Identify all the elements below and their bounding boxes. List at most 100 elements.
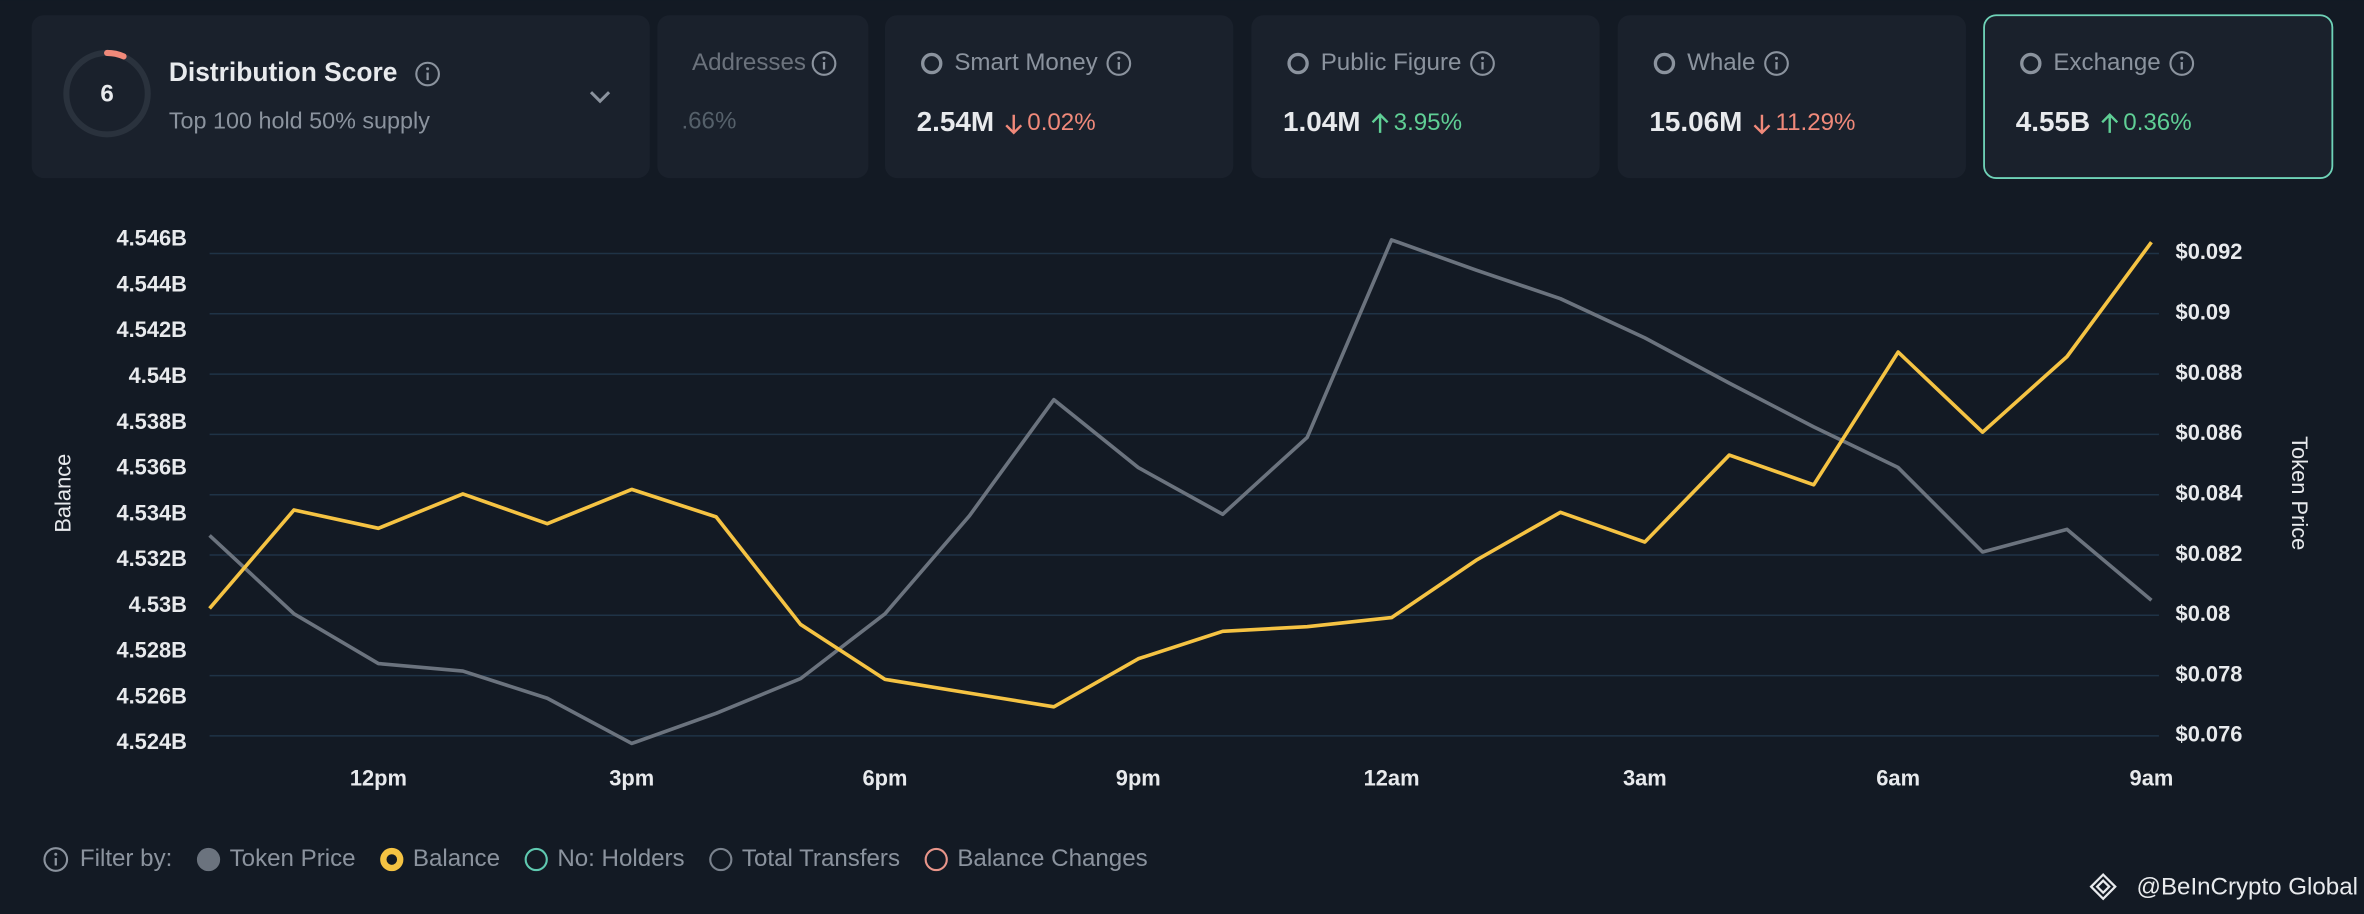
filter-label: Filter by: bbox=[80, 845, 172, 872]
info-icon-dot bbox=[54, 852, 58, 856]
x-tick-label: 6pm bbox=[863, 765, 908, 790]
card-value: 1.04M bbox=[1283, 106, 1360, 137]
stat-card[interactable] bbox=[884, 15, 1234, 179]
watermark: @BeInCrypto Global bbox=[2136, 874, 2357, 901]
card-icon bbox=[1287, 52, 1309, 75]
card-label: Addresses bbox=[692, 49, 806, 76]
info-icon bbox=[811, 51, 837, 76]
legend-swatch bbox=[709, 847, 733, 872]
card-value: 4.55B bbox=[2016, 106, 2090, 137]
info-icon-dot bbox=[426, 67, 430, 71]
stat-card[interactable] bbox=[657, 15, 869, 179]
info-icon bbox=[1470, 51, 1495, 76]
x-tick-label: 12pm bbox=[350, 765, 407, 790]
stat-card[interactable] bbox=[1617, 15, 1966, 179]
info-icon bbox=[43, 847, 69, 872]
score-title: Distribution Score bbox=[169, 57, 398, 87]
score-value: 6 bbox=[100, 81, 113, 108]
legend-label: Balance Changes bbox=[957, 845, 1147, 872]
y2-tick-label: $0.078 bbox=[2176, 661, 2243, 686]
y-tick-label: 4.524B bbox=[116, 729, 187, 754]
card-change: 11.29% bbox=[1776, 109, 1856, 136]
info-icon bbox=[1106, 51, 1132, 76]
info-icon-dot bbox=[1481, 56, 1485, 60]
y2-tick-label: $0.08 bbox=[2176, 601, 2231, 626]
legend-label: Total Transfers bbox=[742, 845, 900, 872]
stat-card[interactable] bbox=[1983, 14, 2334, 179]
info-icon-dot bbox=[2180, 56, 2184, 60]
score-card bbox=[31, 15, 650, 179]
y2-tick-label: $0.088 bbox=[2176, 360, 2243, 385]
y2-tick-label: $0.084 bbox=[2176, 480, 2244, 505]
change-arrow bbox=[1371, 113, 1389, 133]
y2-axis-title: Token Price bbox=[2287, 436, 2312, 550]
y-tick-label: 4.54B bbox=[129, 363, 187, 388]
info-icon bbox=[1764, 51, 1789, 76]
x-tick-label: 3pm bbox=[609, 765, 654, 790]
info-icon-dot bbox=[1117, 56, 1121, 60]
legend-item[interactable]: Token Price bbox=[196, 845, 356, 872]
info-icon-dot bbox=[1775, 56, 1779, 60]
info-icon-dot bbox=[822, 56, 826, 60]
y-tick-label: 4.534B bbox=[116, 500, 187, 525]
legend-label: No: Holders bbox=[557, 845, 684, 872]
legend-item[interactable]: No: Holders bbox=[524, 845, 685, 872]
card-label: Smart Money bbox=[954, 49, 1097, 76]
card-change: .66% bbox=[681, 108, 736, 135]
watermark-logo bbox=[2089, 873, 2117, 901]
x-tick-label: 12am bbox=[1364, 765, 1420, 790]
card-label: Whale bbox=[1687, 49, 1755, 76]
stat-card[interactable] bbox=[1251, 15, 1600, 179]
card-label: Public Figure bbox=[1321, 49, 1462, 76]
y-tick-label: 4.538B bbox=[116, 409, 187, 434]
legend-swatch bbox=[924, 847, 948, 872]
dropdown-chevron[interactable] bbox=[589, 91, 611, 104]
legend-label: Balance bbox=[413, 845, 500, 872]
card-icon bbox=[2020, 52, 2042, 75]
y2-tick-label: $0.086 bbox=[2176, 420, 2243, 445]
y2-tick-label: $0.076 bbox=[2176, 722, 2243, 747]
legend-item[interactable]: Balance Changes bbox=[924, 845, 1148, 872]
legend-label: Token Price bbox=[230, 845, 356, 872]
card-label: Exchange bbox=[2053, 49, 2160, 76]
x-tick-label: 9am bbox=[2130, 765, 2174, 790]
change-arrow bbox=[1753, 114, 1771, 135]
x-tick-label: 9pm bbox=[1116, 765, 1161, 790]
info-icon bbox=[415, 61, 440, 87]
y2-tick-label: $0.082 bbox=[2176, 541, 2243, 566]
legend-item[interactable]: Balance bbox=[380, 845, 500, 872]
card-icon bbox=[921, 52, 943, 75]
legend-item[interactable]: Total Transfers bbox=[709, 845, 900, 872]
x-tick-label: 6am bbox=[1876, 765, 1920, 790]
card-change: 0.02% bbox=[1027, 109, 1095, 136]
change-arrow bbox=[2101, 113, 2119, 133]
card-icon bbox=[1653, 52, 1676, 75]
data-line bbox=[208, 238, 2153, 746]
score-arc bbox=[104, 49, 127, 60]
card-value: 15.06M bbox=[1649, 106, 1742, 137]
legend-swatch bbox=[196, 847, 221, 872]
card-change: 0.36% bbox=[2123, 109, 2191, 136]
y-tick-label: 4.536B bbox=[116, 455, 187, 480]
info-icon bbox=[2169, 51, 2195, 76]
y-tick-label: 4.546B bbox=[116, 226, 187, 251]
y-tick-label: 4.526B bbox=[116, 683, 187, 708]
y-tick-label: 4.532B bbox=[116, 546, 187, 571]
x-tick-label: 3am bbox=[1623, 765, 1667, 790]
y-axis-title: Balance bbox=[51, 454, 76, 533]
legend-swatch bbox=[524, 847, 548, 872]
card-value: 2.54M bbox=[917, 106, 994, 137]
y-tick-label: 4.528B bbox=[116, 638, 187, 663]
y-tick-label: 4.542B bbox=[116, 317, 187, 342]
y2-tick-label: $0.092 bbox=[2176, 239, 2243, 264]
data-line bbox=[208, 241, 2153, 709]
change-arrow bbox=[1005, 114, 1023, 135]
score-subtitle: Top 100 hold 50% supply bbox=[169, 107, 430, 133]
card-change: 3.95% bbox=[1394, 109, 1462, 136]
y-tick-label: 4.53B bbox=[129, 592, 187, 617]
y2-tick-label: $0.09 bbox=[2176, 300, 2231, 325]
legend-swatch-center bbox=[386, 854, 398, 865]
y-tick-label: 4.544B bbox=[116, 271, 187, 296]
